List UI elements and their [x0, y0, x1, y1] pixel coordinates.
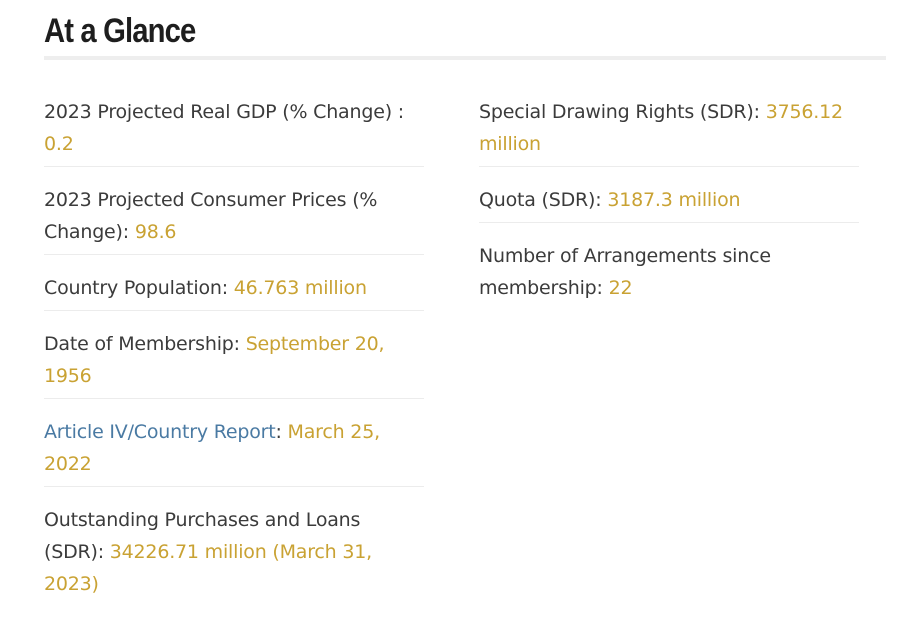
- title-divider: [44, 56, 886, 60]
- stat-sdr: Special Drawing Rights (SDR): 3756.12 mi…: [479, 94, 859, 167]
- stat-value: 46.763 million: [233, 277, 367, 299]
- stat-real-gdp: 2023 Projected Real GDP (% Change) : 0.2: [44, 94, 424, 167]
- stat-label: Date of Membership:: [44, 333, 246, 355]
- stat-country-population: Country Population: 46.763 million: [44, 270, 424, 311]
- stat-label-suffix: :: [275, 421, 288, 443]
- stat-date-of-membership: Date of Membership: September 20, 1956: [44, 326, 424, 399]
- stat-label: 2023 Projected Consumer Prices (% Change…: [44, 189, 378, 243]
- stat-value: 0.2: [44, 133, 74, 155]
- stat-value: 3756.12 million: [479, 101, 843, 155]
- article-iv-link[interactable]: Article IV/Country Report: [44, 421, 276, 443]
- page-title: At a Glance: [44, 12, 196, 50]
- stat-value: 3187.3 million: [607, 189, 741, 211]
- stat-label: Special Drawing Rights (SDR):: [479, 101, 766, 123]
- stat-outstanding-purchases: Outstanding Purchases and Loans (SDR): 3…: [44, 502, 424, 606]
- right-column: Special Drawing Rights (SDR): 3756.12 mi…: [479, 94, 859, 325]
- stat-quota: Quota (SDR): 3187.3 million: [479, 182, 859, 223]
- stat-label: Country Population:: [44, 277, 234, 299]
- stat-label: 2023 Projected Real GDP (% Change) :: [44, 101, 404, 123]
- stat-value: September 20, 1956: [44, 333, 385, 387]
- stat-value: 98.6: [134, 221, 177, 243]
- stat-value: 22: [608, 277, 633, 299]
- stat-label: Outstanding Purchases and Loans (SDR):: [44, 509, 361, 563]
- stat-label: Number of Arrangements since membership:: [479, 245, 771, 299]
- stat-value: 34226.71 million (March 31, 2023): [44, 541, 372, 595]
- stat-article-iv: Article IV/Country Report: March 25, 202…: [44, 414, 424, 487]
- stat-label: Quota (SDR):: [479, 189, 608, 211]
- left-column: 2023 Projected Real GDP (% Change) : 0.2…: [44, 94, 424, 621]
- stat-value: March 25, 2022: [44, 421, 380, 475]
- stat-consumer-prices: 2023 Projected Consumer Prices (% Change…: [44, 182, 424, 255]
- stat-arrangements: Number of Arrangements since membership:…: [479, 238, 859, 310]
